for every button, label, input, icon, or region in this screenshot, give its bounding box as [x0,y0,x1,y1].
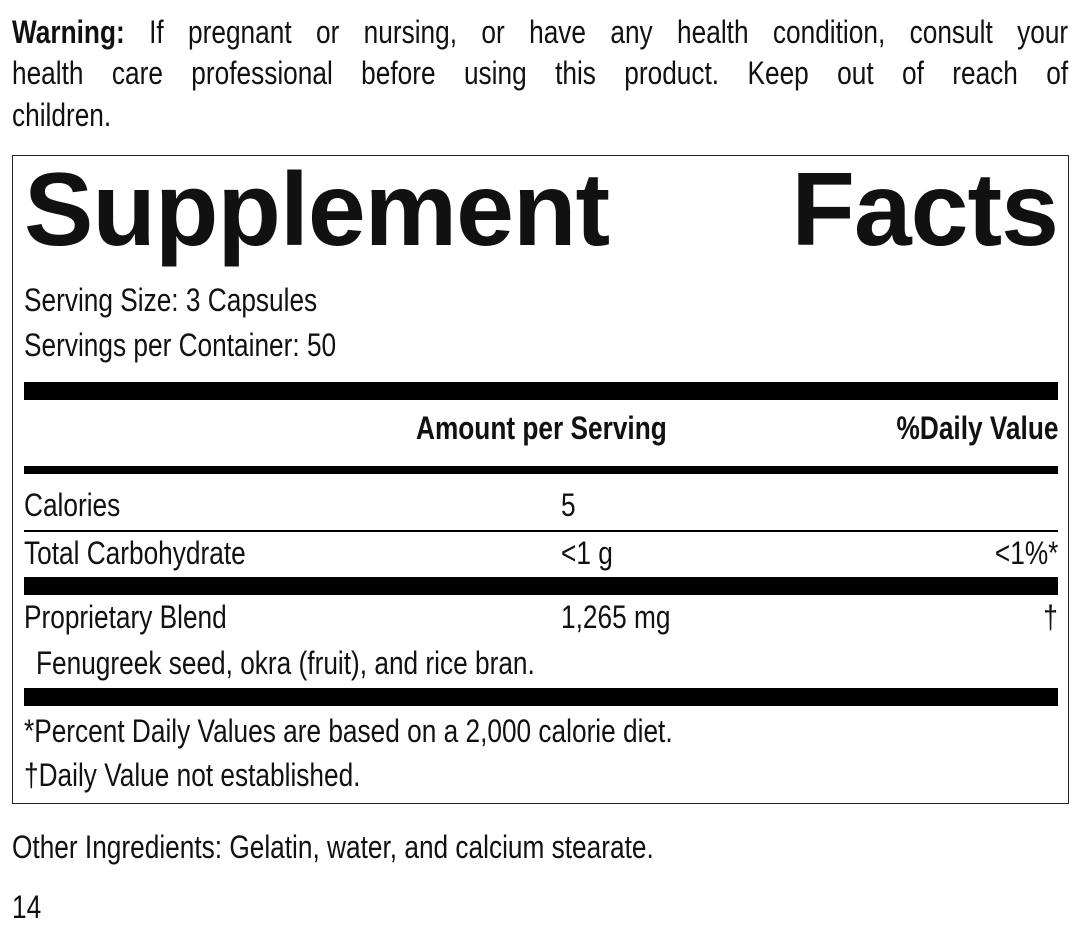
warning-label: Warning: [12,14,125,50]
thick-divider [24,688,1058,706]
row-name-carbohydrate: Total Carbohydrate [24,535,246,571]
row-amount-calories: 5 [561,487,576,523]
servings-per-container: Servings per Container: 50 [24,327,337,363]
panel-title: Supplement Facts [24,152,1059,268]
row-name-calories: Calories [24,487,121,523]
warning-line-2: health care professional before using th… [12,55,1069,91]
header-amount: Amount per Serving [416,410,667,446]
footnote-daily-values: *Percent Daily Values are based on a 2,0… [24,713,673,749]
footnote-not-established: †Daily Value not established. [24,757,361,793]
other-ingredients: Other Ingredients: Gelatin, water, and c… [12,829,654,865]
supplement-facts-panel [12,155,1069,804]
row-dv-blend: † [1043,599,1058,635]
warning-line-1: Warning: If pregnant or nursing, or have… [12,13,1068,51]
warning-line-3: children. [12,96,133,134]
row-amount-carbohydrate: <1 g [561,535,613,571]
warning-text: If pregnant or nursing, or have any heal… [149,14,1069,50]
warning-text-3: children. [12,97,112,133]
header-daily-value: %Daily Value [896,410,1058,446]
thick-divider [24,382,1058,400]
serving-size: Serving Size: 3 Capsules [24,282,318,318]
blend-ingredients: Fenugreek seed, okra (fruit), and rice b… [36,645,535,681]
page-number: 14 [12,889,42,925]
row-amount-blend: 1,265 mg [561,599,671,635]
thick-divider [24,577,1058,595]
row-dv-carbohydrate: <1%* [994,535,1058,571]
medium-divider [24,466,1058,474]
thin-divider [24,530,1058,532]
row-name-blend: Proprietary Blend [24,599,227,635]
